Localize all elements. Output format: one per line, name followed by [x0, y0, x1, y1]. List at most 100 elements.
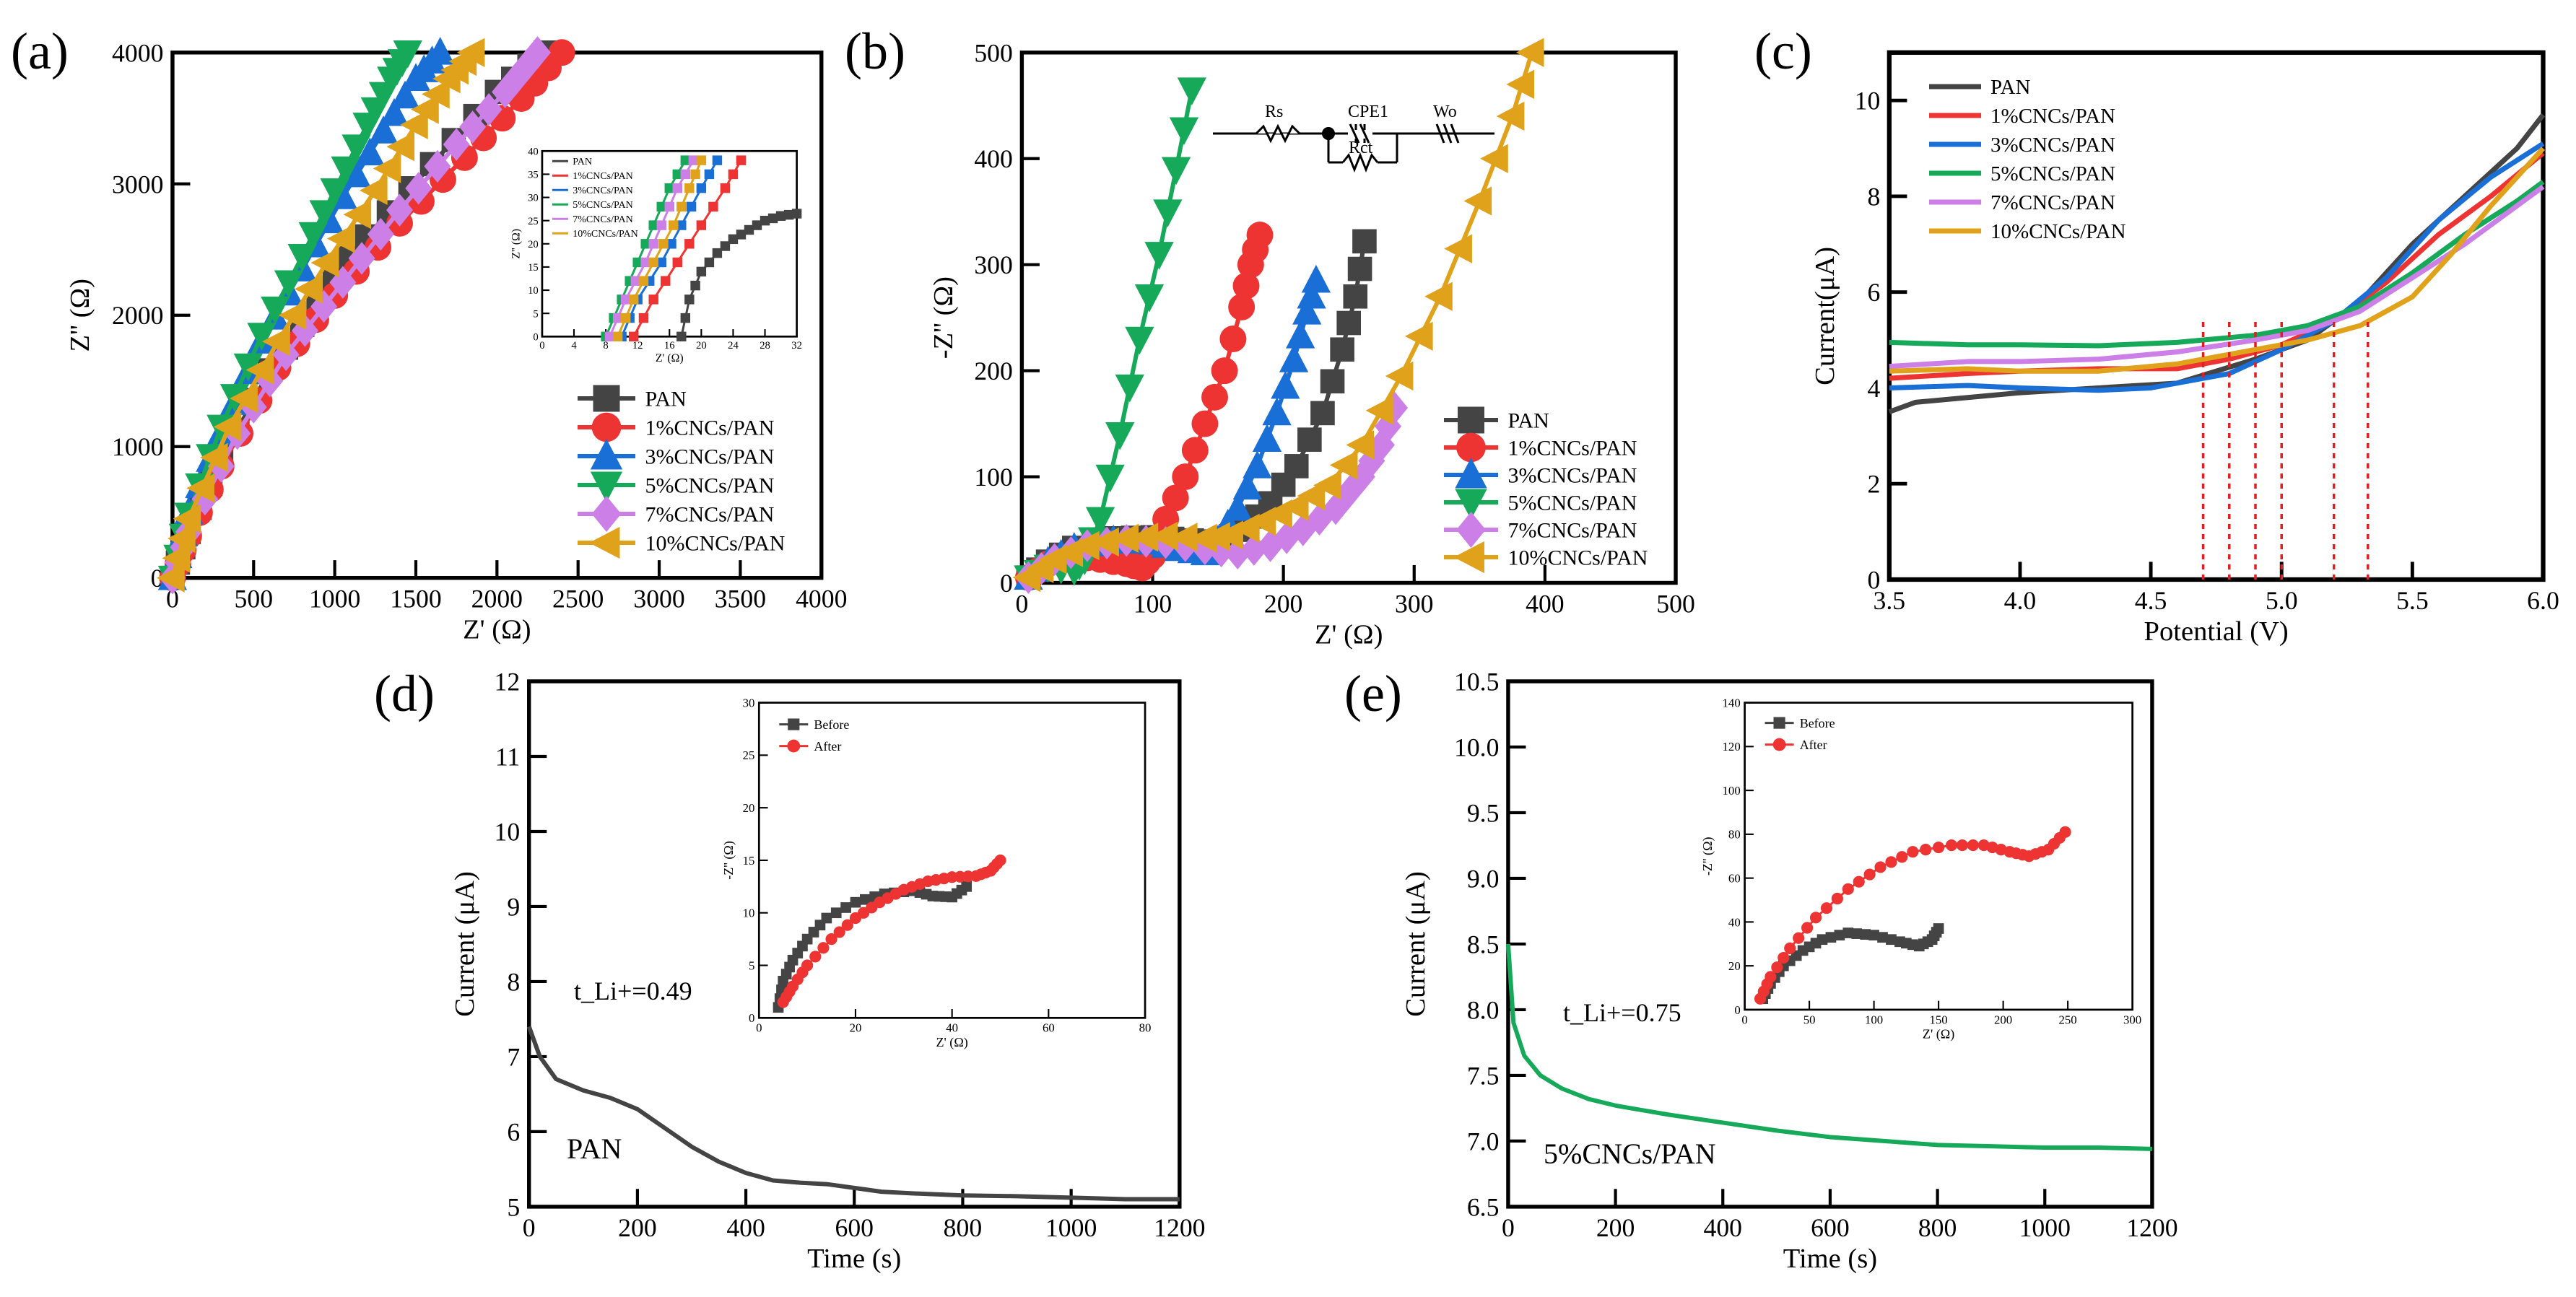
y-tick-label: 25 [743, 748, 755, 762]
y-tick-label: 8.5 [1467, 930, 1500, 958]
data-point [1825, 932, 1837, 943]
data-point [456, 38, 485, 67]
data-point [348, 242, 375, 275]
panel-label-d: (d) [374, 665, 435, 722]
legend-marker [591, 412, 622, 442]
data-point [1252, 424, 1282, 452]
y-tick-label: 9.0 [1467, 864, 1500, 893]
data-point [840, 902, 851, 913]
data-point [1115, 374, 1144, 403]
data-point [1284, 454, 1309, 479]
panel-label-b: (b) [845, 22, 905, 80]
y-tick-label: 4000 [112, 38, 163, 67]
data-point [672, 257, 683, 268]
panel-label-a: (a) [11, 22, 69, 80]
x-tick-label: 1000 [1045, 1213, 1097, 1242]
x-tick-label: 600 [835, 1213, 874, 1242]
x-tick-label: 0 [1502, 1213, 1515, 1242]
y-tick-label: 2000 [112, 301, 163, 330]
data-point [1404, 321, 1433, 351]
y-tick-label: 0 [151, 564, 164, 593]
data-point [1336, 310, 1361, 336]
data-point [367, 217, 394, 251]
panel-label-c: (c) [1754, 22, 1812, 80]
data-point [278, 300, 307, 330]
y-tick-label: 7.0 [1467, 1127, 1500, 1156]
y-tick-label: 6 [1867, 278, 1880, 307]
y-tick-label: 11 [495, 742, 520, 771]
plot-frame [1887, 50, 2546, 582]
x-tick-label: 300 [2123, 1013, 2141, 1026]
chart-d-inset: 0 20 40 60 80 0 5 10 15 20 25 30 Z' (Ω) -Z'' (Ω) Befor… [721, 696, 1151, 1049]
x-axis-label: Z' (Ω) [1923, 1026, 1954, 1041]
y-tick-label: 30 [743, 696, 755, 709]
data-point [656, 201, 666, 212]
data-point [1191, 532, 1219, 566]
legend-marker [1772, 738, 1786, 751]
data-point [1223, 492, 1253, 521]
x-tick-label: 60 [1043, 1021, 1055, 1035]
data-point [200, 442, 228, 473]
data-point [1347, 256, 1372, 281]
circuit-rs-label: Rs [1265, 102, 1283, 121]
y-tick-label: 300 [974, 250, 1013, 279]
legend-marker [787, 739, 801, 753]
data-point [386, 193, 413, 227]
y-tick-label: 60 [1728, 872, 1741, 886]
y-tick-label: 140 [1723, 696, 1741, 709]
data-point [676, 201, 687, 212]
data-point [767, 213, 778, 224]
data-point [1385, 361, 1414, 391]
data-point [341, 134, 371, 163]
data-point [661, 276, 671, 286]
x-tick-label: 3000 [633, 585, 684, 613]
x-tick-label: 200 [618, 1213, 657, 1242]
legend-label: 7%CNCs/PAN [1990, 191, 2115, 214]
data-point [1463, 186, 1492, 216]
data-point [620, 313, 631, 323]
data-point [233, 353, 263, 382]
data-point [1149, 521, 1178, 551]
series-line-5%CNCs/PAN [1505, 943, 2152, 1151]
y-axis-label: Z'' (Ω) [65, 279, 95, 351]
data-point [1130, 523, 1159, 552]
data-point [310, 289, 338, 323]
data-point [752, 220, 762, 230]
data-point [648, 239, 658, 249]
x-tick-label: 1200 [1154, 1213, 1205, 1242]
data-point [1945, 839, 1958, 852]
legend-marker [591, 496, 622, 532]
x-tick-label: 200 [1596, 1213, 1635, 1242]
x-axis-label: Z' (Ω) [936, 1035, 967, 1050]
legend-label: 5%CNCs/PAN [573, 200, 633, 211]
legend-marker [590, 438, 623, 470]
data-point [640, 257, 650, 268]
legend-label: 5%CNCs/PAN [1508, 492, 1637, 515]
data-point [422, 79, 450, 109]
data-point [688, 155, 699, 165]
data-point [1809, 912, 1822, 924]
x-tick-label: 1200 [2126, 1213, 2177, 1242]
y-tick-label: 0 [749, 1011, 754, 1025]
data-point [672, 183, 683, 193]
y-tick-label: 10 [495, 817, 521, 846]
data-point [1313, 471, 1341, 500]
data-point [1262, 397, 1292, 426]
x-tick-label: 0 [523, 1213, 536, 1242]
data-point [1095, 464, 1125, 493]
data-point [1874, 861, 1887, 873]
x-tick-label: 250 [2059, 1013, 2077, 1026]
y-tick-label: 100 [1723, 784, 1741, 798]
data-point [684, 183, 695, 193]
y-tick-label: 20 [1728, 959, 1741, 973]
data-point [696, 266, 707, 277]
data-point [475, 92, 502, 126]
y-tick-label: 5 [749, 958, 754, 972]
data-point [1279, 344, 1309, 372]
data-point [459, 110, 487, 144]
data-point [1424, 281, 1453, 311]
y-tick-label: 6 [507, 1117, 520, 1146]
legend-label: PAN [1990, 76, 2030, 99]
data-point [327, 224, 355, 253]
